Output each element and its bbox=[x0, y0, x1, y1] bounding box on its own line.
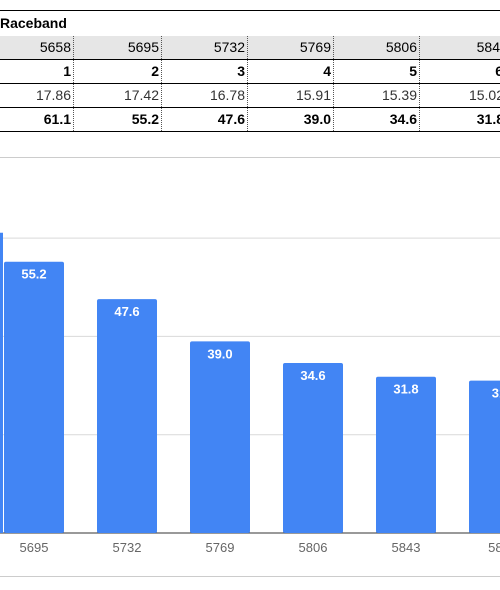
table-cell-lap-time[interactable]: 16.78 bbox=[162, 84, 248, 107]
table-cell-percent[interactable]: 47.6 bbox=[162, 108, 248, 131]
table-cell-rank[interactable]: 2 bbox=[74, 60, 162, 83]
table-cell-lap-time[interactable]: 15.39 bbox=[334, 84, 420, 107]
table-cell-rank[interactable]: 6 bbox=[495, 63, 500, 79]
table-cell-rank[interactable]: 5 bbox=[334, 60, 420, 83]
chart-bar bbox=[0, 232, 3, 533]
chart-data-label: 31 bbox=[492, 386, 500, 401]
table-cell-frequency[interactable]: 584 bbox=[476, 39, 500, 55]
chart-x-ticks: 5695 5732 5769 5806 5843 588 bbox=[20, 540, 500, 555]
chart-data-label: 39.0 bbox=[207, 346, 232, 361]
table-cell-lap-time[interactable]: 17.86 bbox=[0, 84, 74, 107]
table-cell-rank[interactable]: 4 bbox=[248, 60, 334, 83]
bar-chart[interactable]: 55.247.639.034.631.831 56955732576958065… bbox=[0, 157, 500, 577]
chart-bar bbox=[97, 299, 157, 533]
chart-bar bbox=[4, 261, 64, 533]
chart-bar bbox=[283, 362, 343, 533]
table-cell-rank[interactable]: 1 bbox=[0, 60, 74, 83]
chart-data-label: 47.6 bbox=[114, 304, 139, 319]
chart-x-tick-label: 5695 bbox=[20, 540, 49, 555]
chart-data-label: 31.8 bbox=[393, 382, 418, 397]
table-cell-frequency[interactable]: 5769 bbox=[248, 36, 334, 59]
chart-bar bbox=[469, 380, 500, 533]
chart-bar bbox=[190, 341, 250, 533]
chart-bars bbox=[0, 232, 500, 533]
table-cell-percent[interactable]: 55.2 bbox=[74, 108, 162, 131]
chart-x-tick-label: 5843 bbox=[392, 540, 421, 555]
frequency-header-row: 5658 5695 5732 5769 5806 584 bbox=[0, 36, 500, 60]
table-cell-lap-time[interactable]: 15.02 bbox=[468, 87, 500, 103]
table-title: Raceband bbox=[0, 15, 67, 31]
percent-row: 61.1 55.2 47.6 39.0 34.6 31.8 bbox=[0, 108, 500, 132]
table-cell-percent[interactable]: 31.8 bbox=[476, 111, 500, 127]
rank-row: 1 2 3 4 5 6 bbox=[0, 60, 500, 84]
chart-frame-top bbox=[0, 157, 500, 158]
table-cell-frequency[interactable]: 5806 bbox=[334, 36, 420, 59]
table-cell-percent[interactable]: 34.6 bbox=[334, 108, 420, 131]
table-cell-frequency[interactable]: 5658 bbox=[0, 36, 74, 59]
lap-time-row: 17.86 17.42 16.78 15.91 15.39 15.02 bbox=[0, 84, 500, 108]
table-cell-lap-time[interactable]: 15.91 bbox=[248, 84, 334, 107]
chart-bar bbox=[376, 376, 436, 533]
chart-x-tick-label: 5806 bbox=[299, 540, 328, 555]
table-cell-rank[interactable]: 3 bbox=[162, 60, 248, 83]
chart-data-labels: 55.2 47.6 39.0 34.6 31.8 31 bbox=[21, 267, 500, 401]
chart-frame-bottom bbox=[0, 576, 500, 577]
table-cell-frequency[interactable]: 5695 bbox=[74, 36, 162, 59]
table-cell-percent[interactable]: 61.1 bbox=[0, 108, 74, 131]
chart-x-tick-label: 5732 bbox=[113, 540, 142, 555]
table-cell-lap-time[interactable]: 17.42 bbox=[74, 84, 162, 107]
chart-x-tick-label: 5769 bbox=[206, 540, 235, 555]
table-title-row[interactable]: Raceband bbox=[0, 10, 500, 38]
chart-data-label: 34.6 bbox=[300, 368, 325, 383]
chart-data-label: 55.2 bbox=[21, 267, 46, 282]
table-cell-percent[interactable]: 39.0 bbox=[248, 108, 334, 131]
table-cell-frequency[interactable]: 5732 bbox=[162, 36, 248, 59]
chart-x-tick-label: 588 bbox=[488, 540, 500, 555]
